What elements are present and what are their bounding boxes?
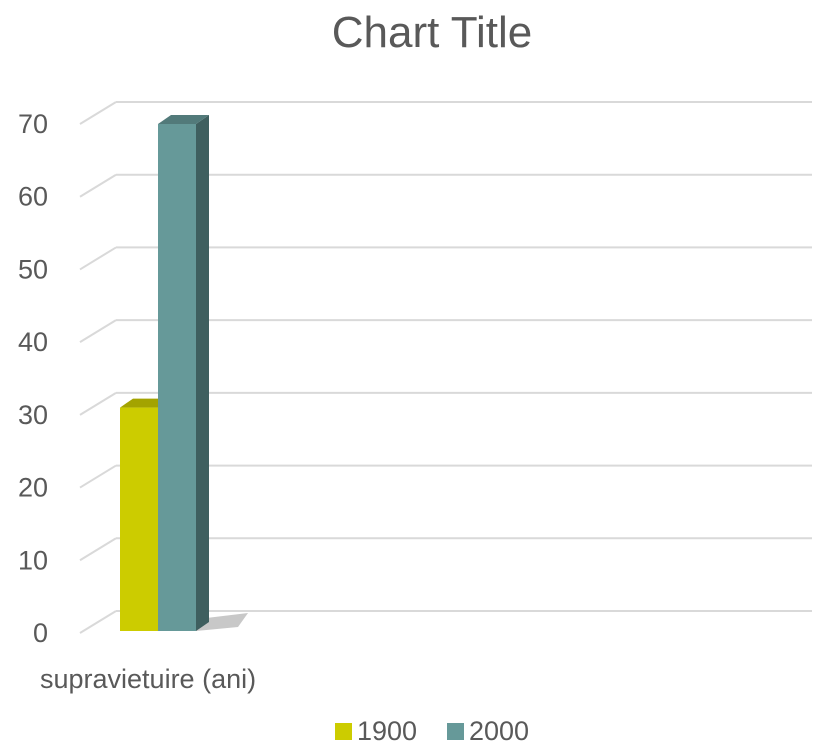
legend-swatch <box>335 723 352 740</box>
legend-label: 1900 <box>357 716 417 746</box>
legend-swatch <box>447 723 464 740</box>
y-tick-label: 10 <box>18 545 48 575</box>
gridline-wall <box>79 464 117 489</box>
y-tick-label: 70 <box>18 109 48 139</box>
bar-side-face <box>196 115 209 631</box>
y-tick-label: 50 <box>18 254 48 284</box>
gridline-wall <box>79 610 117 634</box>
legend-label: 2000 <box>469 716 529 746</box>
gridline-wall <box>79 246 117 271</box>
x-category-label: supravietuire (ani) <box>40 664 256 694</box>
y-tick-label: 40 <box>18 327 48 357</box>
x-axis-category-labels: supravietuire (ani) <box>40 664 256 694</box>
y-tick-label: 60 <box>18 182 48 212</box>
legend-item-2000: 2000 <box>447 716 529 746</box>
y-tick-label: 20 <box>18 473 48 503</box>
bars <box>120 115 248 631</box>
floor-plate <box>196 613 248 631</box>
gridline-wall <box>79 392 117 416</box>
y-axis-tick-labels: 0 10 20 30 40 50 60 70 <box>18 109 48 648</box>
bar-2000 <box>158 115 209 631</box>
bar-front-face <box>120 407 158 631</box>
chart-title: Chart Title <box>332 8 533 57</box>
bar-top-face <box>158 115 209 124</box>
gridline-wall <box>79 173 117 198</box>
gridline-wall <box>79 319 117 343</box>
gridline-wall <box>79 101 117 125</box>
legend-item-1900: 1900 <box>335 716 417 746</box>
y-tick-label: 0 <box>33 618 48 648</box>
gridline-wall <box>79 537 117 562</box>
legend: 1900 2000 <box>335 716 529 746</box>
y-tick-label: 30 <box>18 400 48 430</box>
gridlines <box>79 101 812 634</box>
bar-front-face <box>158 124 196 631</box>
